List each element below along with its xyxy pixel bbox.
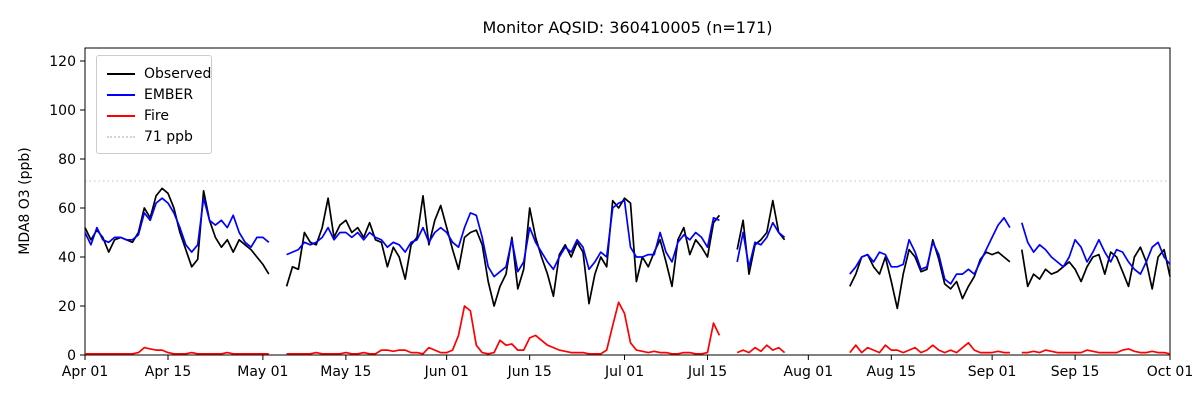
legend-label: Fire xyxy=(144,107,169,124)
x-tick-label: May 01 xyxy=(237,364,288,380)
legend-item-observed: Observed xyxy=(107,63,211,84)
ember-line xyxy=(84,197,1171,285)
threshold-line-sample xyxy=(107,135,135,138)
fire-line-sample xyxy=(107,114,135,117)
y-tick-label: 60 xyxy=(58,201,76,217)
x-tick-label: Jun 01 xyxy=(424,364,469,380)
chart-title: Monitor AQSID: 360410005 (n=171) xyxy=(482,18,773,37)
plot-frame xyxy=(84,47,1171,356)
x-tick-label: Jul 15 xyxy=(687,364,727,380)
legend-label: Observed xyxy=(144,65,212,82)
legend-item-ember: EMBER xyxy=(107,84,201,105)
x-tick-label: Jul 01 xyxy=(604,364,644,380)
x-tick-label: Apr 01 xyxy=(62,364,108,380)
fire-line xyxy=(85,301,1171,355)
legend: Observed EMBER Fire 71 ppb xyxy=(96,55,212,154)
y-tick-label: 20 xyxy=(58,299,76,315)
legend-label: 71 ppb xyxy=(144,128,193,145)
x-tick-label: Sep 01 xyxy=(968,364,1017,380)
x-tick-label: Aug 01 xyxy=(784,364,834,380)
y-tick-label: 40 xyxy=(58,250,76,266)
y-tick-label: 100 xyxy=(49,103,76,119)
x-tick-label: Jun 15 xyxy=(507,364,552,380)
x-tick-label: Sep 15 xyxy=(1051,364,1100,380)
observed-line-sample xyxy=(107,72,135,75)
observed-line xyxy=(84,187,1171,310)
legend-item-fire: Fire xyxy=(107,105,201,126)
legend-item-threshold: 71 ppb xyxy=(107,126,201,147)
y-tick-label: 0 xyxy=(67,348,76,364)
ember-line-sample xyxy=(107,93,135,96)
x-tick-label: Oct 01 xyxy=(1147,364,1193,380)
x-tick-label: Aug 15 xyxy=(867,364,917,380)
legend-label: EMBER xyxy=(144,86,194,103)
y-tick-label: 120 xyxy=(49,54,76,70)
x-tick-label: May 15 xyxy=(320,364,371,380)
y-tick-label: 80 xyxy=(58,152,76,168)
x-tick-label: Apr 15 xyxy=(145,364,191,380)
